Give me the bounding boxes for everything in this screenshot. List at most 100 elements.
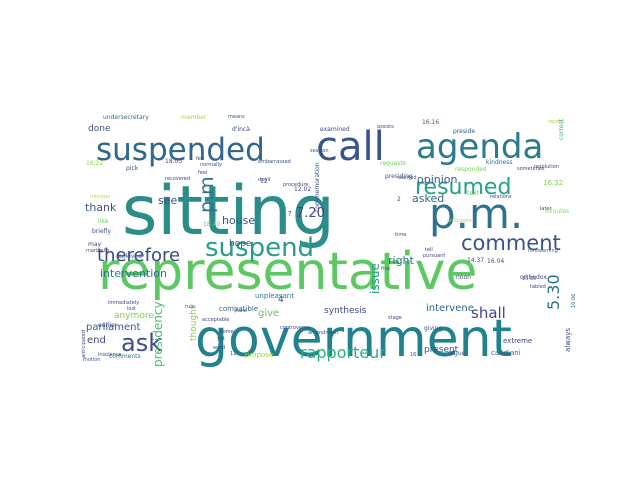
word-resolution: resolution — [534, 164, 559, 170]
word-suspended: suspended — [96, 132, 265, 168]
word-presiding: presiding — [385, 173, 413, 180]
word-forewarning: forewarning — [528, 248, 558, 254]
word-issue: issue — [368, 263, 382, 294]
word-2: 2 — [397, 196, 401, 203]
word-comments: comments — [109, 353, 141, 360]
word-tell: tell — [425, 247, 433, 253]
word-house: house — [222, 214, 255, 227]
word-text: text — [467, 190, 479, 197]
word-unpleasant: unpleasant — [255, 292, 294, 300]
word-lost: lost — [127, 306, 136, 312]
word-ask: ask — [121, 329, 162, 357]
word-sometimes: sometimes — [517, 166, 545, 172]
word-pursuant: pursuant — [423, 253, 445, 259]
word-anticipate: anticipate — [447, 218, 472, 224]
word-thank: thank — [85, 201, 117, 214]
word-parliament: parliament — [86, 322, 141, 333]
word-anticipated: anticipated — [81, 330, 87, 358]
word-presidency: presidency — [151, 301, 165, 367]
word-end: end — [87, 335, 106, 346]
word-amendment: amendment — [308, 330, 338, 336]
word-member: member — [181, 114, 207, 121]
word-rule: rule — [185, 304, 195, 310]
word-shall: shall — [471, 304, 506, 322]
word-right: right — [388, 254, 415, 267]
word-16-32: 16.32 — [543, 179, 563, 187]
word-briefly: briefly — [92, 228, 111, 235]
word-suspend: suspend — [205, 233, 314, 263]
word-rapporteur: rapporteur — [300, 343, 386, 362]
word-agenda: agenda — [416, 127, 543, 167]
word-means: means — [228, 114, 245, 120]
word-5-30: 5.30 — [544, 274, 563, 310]
word-stage: stage — [388, 315, 402, 321]
word-later: later — [540, 206, 552, 212]
word-giving: giving — [424, 325, 442, 332]
word-16-04: 16.04 — [487, 258, 504, 265]
word-d-inc-: d'incà — [232, 126, 250, 133]
word-earlier: earlier — [98, 322, 118, 329]
word-controversy: controversy — [280, 325, 310, 331]
word-present: present — [424, 345, 459, 355]
word-thought: thought — [189, 305, 199, 341]
word-noon: noon — [456, 274, 471, 281]
word-representative: representative — [98, 242, 477, 302]
word-7-20: 7.20 — [296, 206, 325, 221]
word-may: may — [88, 241, 102, 248]
word-like: like — [98, 218, 109, 225]
word-come: come — [220, 329, 234, 335]
word-give: give — [258, 308, 279, 319]
word-marinello: marinello — [86, 248, 109, 254]
word-intervention: intervention — [100, 267, 167, 280]
word-embarrassed: embarrassed — [258, 159, 291, 165]
word-propose: propose — [245, 351, 273, 359]
word-word: word — [213, 345, 225, 351]
word-candiani: candiani — [491, 349, 521, 357]
word-dealt: dealt — [258, 177, 271, 183]
word-undersecretary: undersecretary — [103, 114, 149, 121]
word-16: 16 — [410, 352, 416, 358]
word-procedure: procedure — [283, 182, 308, 188]
word-time: time — [395, 232, 406, 238]
word-always: always — [564, 328, 572, 352]
word-4: 4 — [278, 295, 284, 305]
word-p-m: p.m — [196, 176, 218, 213]
word-pick: pick — [126, 165, 139, 172]
word-18-40: 18.40 — [203, 221, 220, 228]
word-immediately: immediately — [108, 300, 139, 306]
word-p-m-: p.m. — [429, 189, 523, 238]
word-12-02: 12.02 — [294, 186, 311, 193]
word-asked: asked — [412, 192, 444, 205]
word-repeat: repeat — [548, 119, 564, 125]
word-government: government — [195, 309, 512, 369]
word-anymore: anymore — [114, 311, 154, 321]
word-acceptable: acceptable — [202, 317, 229, 323]
word-felt: felt — [196, 156, 204, 162]
word-relations: relations — [490, 194, 512, 200]
word-motion: motion — [83, 357, 101, 363]
word-examined: examined — [320, 126, 350, 133]
word-compatible: compatible — [219, 305, 258, 313]
word-12: 12 — [260, 178, 268, 185]
word-therefore: therefore — [97, 245, 180, 266]
word-16-16: 16.16 — [422, 119, 439, 126]
word-recovered: recovered — [165, 176, 190, 182]
word-minutes: minutes — [545, 208, 569, 215]
word-11: 11 — [230, 351, 236, 357]
word-16-06: 16.06 — [571, 294, 577, 308]
word-minister: minister — [90, 194, 111, 200]
word-commemoration: commemoration — [314, 162, 321, 212]
word-synthesis: synthesis — [324, 306, 367, 316]
word-10-05: 10.05 — [522, 276, 536, 282]
word-correct: correct — [558, 118, 565, 140]
word-comment: comment — [461, 231, 561, 255]
word-16-22: 16.22 — [86, 160, 103, 167]
word-argue: argue — [448, 350, 466, 357]
word-requests: requests — [380, 160, 406, 167]
word-intervene: intervene — [426, 303, 474, 314]
word-see: see — [158, 194, 177, 207]
word-resumed: resumed — [415, 175, 511, 200]
word-sitting: sitting — [122, 172, 335, 251]
